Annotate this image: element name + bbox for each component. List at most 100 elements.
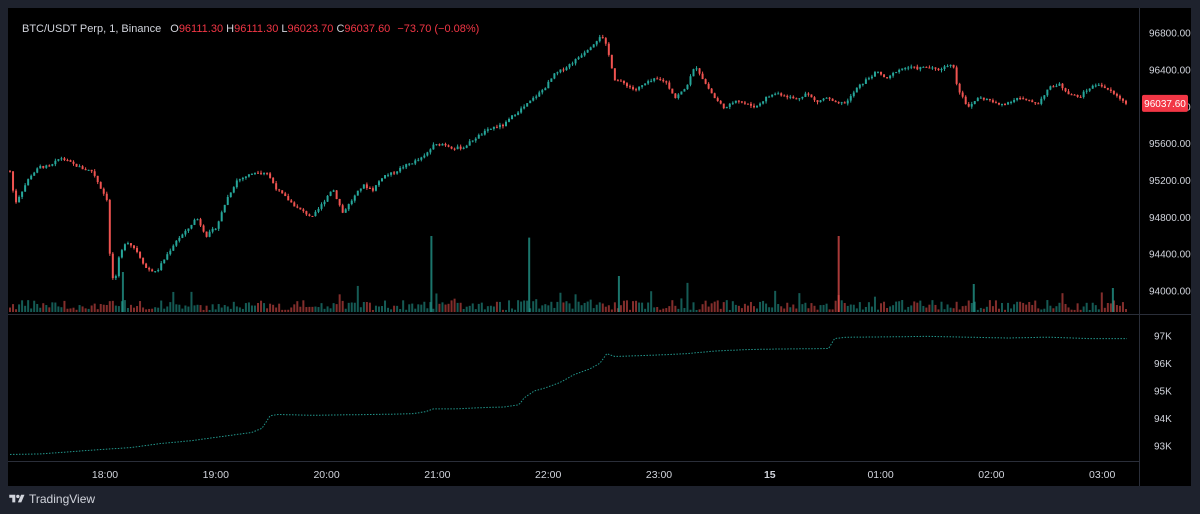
candle-body <box>610 54 613 69</box>
candle-body <box>792 96 795 99</box>
volume-bar <box>335 304 338 312</box>
candle-body <box>120 250 123 258</box>
volume-bar <box>976 309 979 312</box>
volume-bar <box>707 306 710 312</box>
chart-frame[interactable]: 96800.0096400.0096000.0095600.0095200.00… <box>8 8 1191 486</box>
tradingview-branding[interactable]: TradingView <box>9 492 95 506</box>
volume-bar <box>1067 307 1070 312</box>
volume-bar <box>341 300 344 312</box>
candle-body <box>1124 100 1127 104</box>
volume-bar <box>520 301 523 312</box>
volume-bar <box>377 306 380 312</box>
candle-body <box>982 97 985 100</box>
candle-body <box>111 253 114 279</box>
volume-bar <box>840 300 843 312</box>
volume-bar <box>96 309 99 312</box>
volume-bar <box>641 302 644 312</box>
candle-body <box>532 97 535 101</box>
volume-bar <box>353 302 356 312</box>
volume-bar <box>1025 304 1028 312</box>
volume-bar <box>169 302 172 312</box>
candle-body <box>380 178 383 182</box>
symbol-label[interactable]: BTC/USDT Perp, 1, Binance <box>22 23 162 35</box>
candle-body <box>762 101 765 104</box>
volume-bar <box>952 308 955 312</box>
candle-body <box>1115 93 1118 96</box>
candle-body <box>689 76 692 85</box>
candle-body <box>704 79 707 84</box>
candle-body <box>211 228 214 232</box>
candle-body <box>63 158 66 161</box>
time-tick-label: 15 <box>764 469 776 481</box>
candle-body <box>746 103 749 105</box>
volume-bar <box>18 304 21 312</box>
candle-body <box>671 88 674 94</box>
candle-body <box>471 140 474 142</box>
volume-bar <box>1097 309 1100 312</box>
volume-bar <box>329 308 332 312</box>
volume-bar <box>526 300 529 312</box>
volume-bar <box>260 300 263 312</box>
volume-bar <box>438 303 441 312</box>
volume-bar <box>1037 308 1040 312</box>
volume-bar <box>145 309 148 312</box>
volume-bar <box>919 300 922 312</box>
indicator-axis[interactable]: 97K 96K 95K 94K 93K <box>1154 331 1172 452</box>
volume-bar <box>57 306 60 312</box>
candle-body <box>302 209 305 212</box>
candle-body <box>329 191 332 196</box>
volume-bar <box>1007 302 1010 312</box>
volume-bar <box>39 307 42 312</box>
candle-body <box>42 165 45 168</box>
volume-bar <box>756 308 759 312</box>
candle-body <box>692 69 695 77</box>
volume-bar <box>486 306 489 312</box>
volume-bar <box>810 303 813 312</box>
candle-body <box>916 66 919 70</box>
volume-bar <box>828 309 831 312</box>
candle-body <box>577 57 580 60</box>
candle-body <box>362 184 365 189</box>
volume-bar <box>740 308 743 312</box>
candle-body <box>105 193 108 200</box>
price-axis[interactable]: 96800.0096400.0096000.0095600.0095200.00… <box>1149 29 1191 298</box>
volume-bars <box>9 236 1127 312</box>
price-tick-label: 94000.00 <box>1149 286 1191 297</box>
volume-bar <box>362 302 365 312</box>
volume-bar <box>997 308 1000 312</box>
candle-body <box>559 69 562 73</box>
candle-body <box>1019 98 1022 100</box>
candle-body <box>114 276 117 279</box>
candle-body <box>988 98 991 101</box>
candle-body <box>538 92 541 97</box>
candle-body <box>1064 88 1067 92</box>
candle-body <box>157 269 160 272</box>
volume-bar <box>441 302 444 312</box>
volume-bar <box>54 302 57 312</box>
candle-body <box>580 55 583 58</box>
volume-bar <box>613 302 616 312</box>
volume-bar <box>266 308 269 312</box>
candle-body <box>644 83 647 86</box>
volume-bar <box>175 304 178 312</box>
volume-bar <box>126 307 129 312</box>
volume-bar <box>1022 302 1025 312</box>
candle-body <box>196 219 199 221</box>
volume-bar <box>780 306 783 312</box>
volume-bar <box>858 302 861 312</box>
volume-bar <box>746 305 749 312</box>
price-tick-label: 96800.00 <box>1149 29 1191 40</box>
volume-bar <box>311 306 314 312</box>
candle-body <box>435 144 438 146</box>
low-key: L <box>281 23 288 35</box>
candle-body <box>335 190 338 200</box>
time-tick-label: 03:00 <box>1089 469 1115 481</box>
candle-body <box>1052 86 1055 88</box>
candle-body <box>514 114 517 116</box>
candle-body <box>117 257 120 277</box>
candle-body <box>625 83 628 87</box>
volume-bar <box>12 304 15 312</box>
time-axis[interactable]: 18:00 19:00 20:00 21:00 22:00 23:00 15 01:00 02:… <box>92 469 1116 481</box>
chart-canvas[interactable]: 96800.0096400.0096000.0095600.0095200.00… <box>8 8 1191 486</box>
volume-bar <box>1046 300 1049 312</box>
